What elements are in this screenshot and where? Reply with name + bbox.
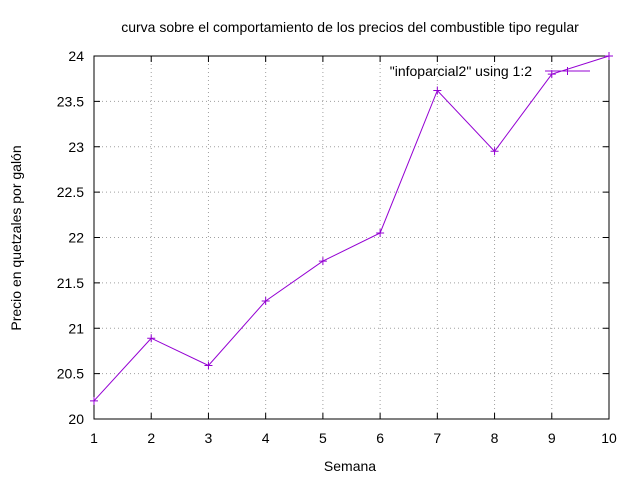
y-tick-label: 21	[68, 320, 84, 336]
x-axis-ticks: 1 2 3 4 5 6 7 8 9 10	[90, 56, 617, 446]
y-tick-label: 24	[68, 48, 84, 64]
y-tick-label: 22	[68, 230, 84, 246]
x-tick-label: 4	[262, 430, 270, 446]
data-point	[605, 52, 613, 60]
y-tick-label: 23.5	[57, 93, 84, 109]
data-point	[318, 257, 327, 266]
series-group	[90, 52, 613, 405]
data-point	[490, 147, 499, 156]
plot-border	[93, 55, 610, 420]
x-tick-label: 10	[601, 430, 617, 446]
x-tick-label: 5	[319, 430, 327, 446]
y-tick-label: 22.5	[57, 184, 84, 200]
data-point	[376, 228, 385, 237]
data-point	[433, 86, 442, 95]
y-tick-label: 20	[68, 411, 84, 427]
x-tick-label: 7	[433, 430, 441, 446]
x-tick-label: 6	[376, 430, 384, 446]
y-tick-label: 23	[68, 139, 84, 155]
x-axis-label: Semana	[324, 458, 376, 474]
x-tick-label: 1	[90, 430, 98, 446]
data-point	[204, 361, 213, 370]
legend-marker	[563, 67, 572, 75]
y-tick-label: 20.5	[57, 366, 84, 382]
x-tick-label: 9	[548, 430, 556, 446]
chart-title: curva sobre el comportamiento de los pre…	[121, 19, 579, 35]
data-point	[90, 396, 98, 405]
legend-label: "infoparcial2" using 1:2	[390, 63, 532, 79]
x-tick-label: 3	[205, 430, 213, 446]
x-tick-label: 2	[147, 430, 155, 446]
legend: "infoparcial2" using 1:2	[390, 63, 590, 79]
y-axis-ticks: 20 20.5 21 21.5 22 22.5 23 23.5 24	[57, 48, 609, 427]
grid-lines	[94, 56, 609, 419]
y-tick-label: 21.5	[57, 275, 84, 291]
data-point	[261, 297, 270, 306]
data-point	[147, 334, 156, 343]
x-tick-label: 8	[491, 430, 499, 446]
series-line-0	[93, 55, 610, 402]
y-axis-label: Precio en quetzales por galón	[8, 145, 24, 330]
